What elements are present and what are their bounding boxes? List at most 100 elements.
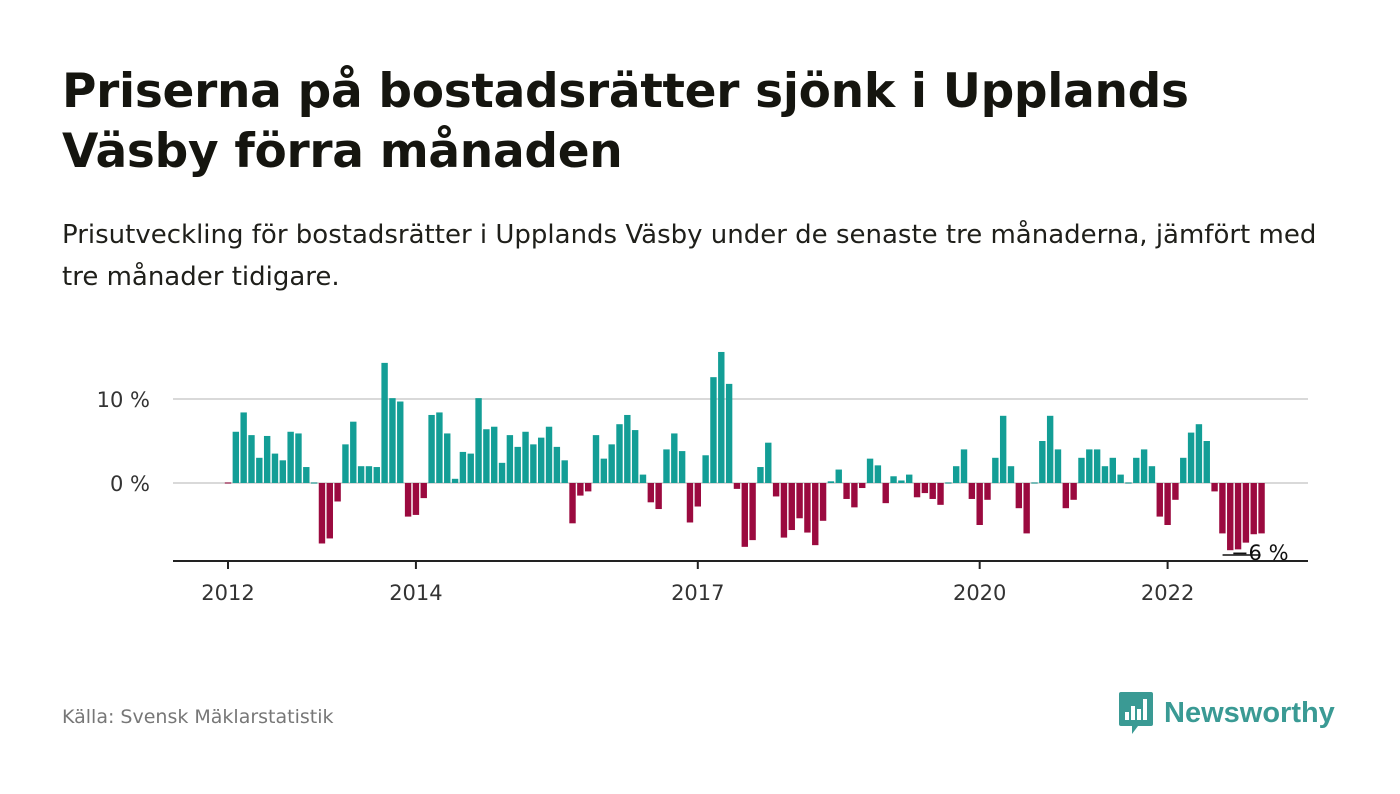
- bar: [1250, 483, 1257, 535]
- x-tick-label: 2014: [389, 581, 442, 605]
- bar: [741, 483, 748, 547]
- bar: [569, 483, 576, 524]
- bar: [1125, 482, 1132, 484]
- bar: [937, 483, 944, 505]
- bar: [459, 451, 467, 483]
- bar: [1007, 466, 1015, 483]
- bar: [318, 483, 326, 544]
- bar: [1211, 483, 1218, 492]
- axis-layer: [173, 560, 1308, 569]
- y-tick-label: 10 %: [97, 388, 150, 412]
- x-tick-label: 2020: [953, 581, 1006, 605]
- bar: [1234, 483, 1242, 550]
- bar: [796, 483, 803, 519]
- bar: [765, 442, 772, 483]
- bar: [350, 421, 357, 483]
- bar: [1078, 457, 1085, 483]
- bar: [1101, 466, 1109, 483]
- bar: [240, 412, 247, 483]
- bar: [882, 483, 889, 504]
- bar: [1117, 474, 1124, 483]
- bar: [1086, 449, 1093, 483]
- x-tick-label: 2017: [671, 581, 724, 605]
- bar: [631, 430, 639, 483]
- bar: [1140, 449, 1148, 483]
- bar: [326, 483, 333, 539]
- bar: [224, 482, 232, 484]
- bar: [1133, 457, 1140, 483]
- bar: [1023, 483, 1030, 534]
- bar: [616, 424, 623, 483]
- bar: [381, 362, 388, 483]
- bar: [420, 483, 427, 499]
- bar: [960, 449, 968, 483]
- bar: [1203, 441, 1210, 483]
- bar: [397, 401, 404, 483]
- bar: [373, 467, 380, 483]
- bar: [1054, 449, 1062, 483]
- bar: [530, 444, 537, 483]
- bar: [718, 351, 725, 483]
- source-note: Källa: Svensk Mäklarstatistik: [62, 706, 334, 728]
- bar: [538, 437, 545, 483]
- bar: [992, 457, 999, 483]
- bar: [365, 466, 373, 483]
- newsworthy-logo[interactable]: Newsworthy: [1118, 690, 1335, 736]
- bar: [287, 431, 294, 483]
- bar: [1227, 483, 1234, 551]
- bar: [906, 474, 913, 483]
- bar: [553, 446, 561, 483]
- bar: [655, 483, 662, 510]
- bar: [483, 429, 490, 483]
- bar: [749, 483, 756, 541]
- bar: [467, 453, 474, 483]
- bar: [624, 414, 631, 483]
- bar: [757, 467, 764, 483]
- y-tick-label: 0 %: [110, 472, 150, 496]
- x-tick-label: 2022: [1141, 581, 1194, 605]
- bar: [678, 451, 686, 483]
- bar: [686, 483, 694, 523]
- bar: [1172, 483, 1179, 500]
- bar: [232, 431, 240, 483]
- bar: [976, 483, 983, 525]
- bar: [303, 467, 310, 483]
- bar: [248, 435, 255, 483]
- bar: [1195, 424, 1203, 483]
- bar: [851, 483, 858, 508]
- x-tick-label: 2012: [201, 581, 254, 605]
- bar: [710, 377, 717, 483]
- bar: [999, 415, 1007, 483]
- bar: [1148, 466, 1156, 483]
- bar: [491, 426, 498, 483]
- page-subtitle: Prisutveckling för bostadsrätter i Uppla…: [62, 220, 1317, 292]
- bar: [506, 435, 514, 483]
- bar: [475, 398, 482, 483]
- bar: [1242, 483, 1250, 543]
- bar: [444, 433, 451, 483]
- bar: [984, 483, 991, 500]
- bar: [514, 446, 521, 483]
- bar: [608, 444, 615, 483]
- end-value-label: −6 %: [1231, 541, 1289, 565]
- bar: [1180, 457, 1187, 483]
- bar: [819, 483, 827, 521]
- bar: [780, 483, 788, 538]
- bar: [827, 481, 835, 483]
- bar: [913, 483, 921, 498]
- bar: [310, 482, 318, 484]
- bar: [271, 453, 279, 483]
- bar: [334, 483, 341, 502]
- bar: [952, 466, 960, 483]
- bar: [1156, 483, 1163, 517]
- bar: [694, 483, 701, 507]
- bar: [702, 455, 709, 483]
- bar: [772, 483, 780, 497]
- bar: [561, 460, 568, 483]
- bar: [1031, 482, 1038, 484]
- bar: [929, 483, 936, 499]
- bar: [545, 426, 553, 483]
- bar: [671, 433, 678, 483]
- bar: [843, 483, 850, 499]
- bar: [404, 483, 412, 517]
